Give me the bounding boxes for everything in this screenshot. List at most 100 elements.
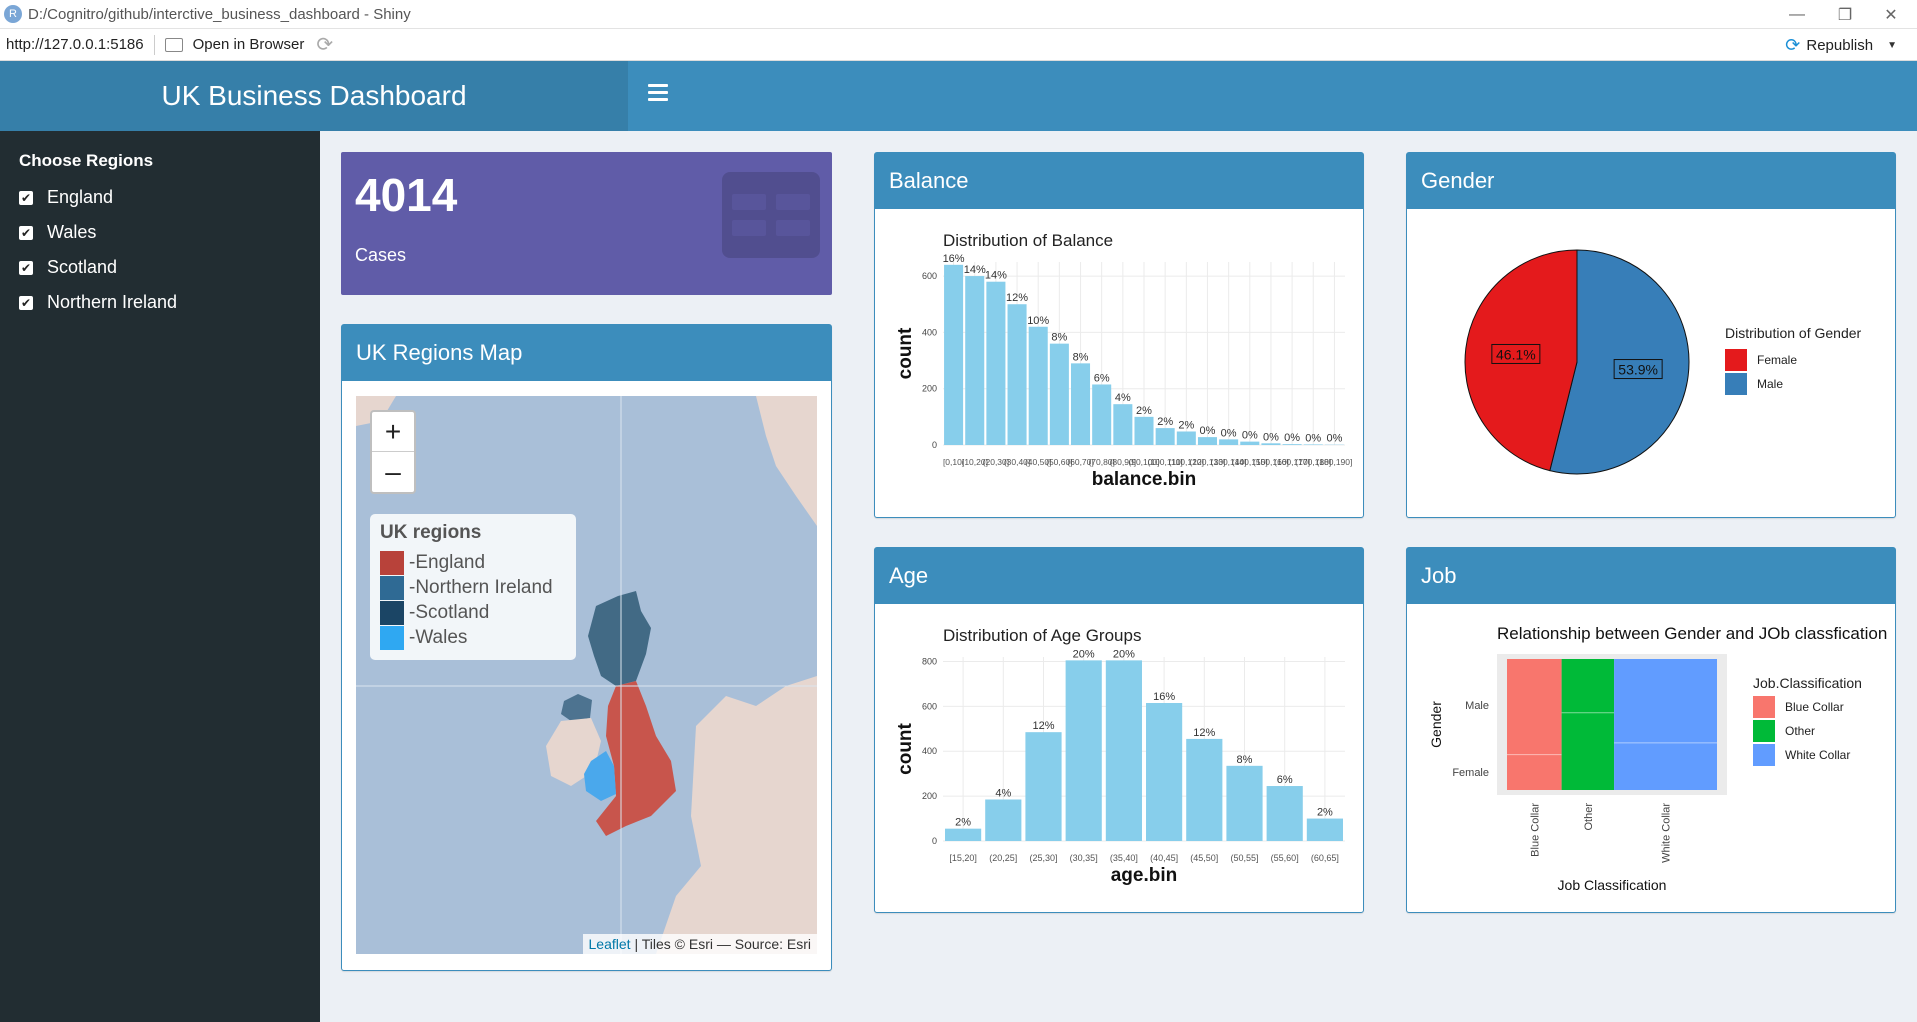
data-label: 0% bbox=[1242, 430, 1258, 442]
refresh-icon[interactable]: ⟳ bbox=[316, 34, 334, 56]
x-tick-label: (70,80] bbox=[1088, 457, 1114, 467]
x-tick-label: (55,60] bbox=[1271, 853, 1299, 863]
pie-label: 53.9% bbox=[1618, 362, 1658, 378]
legend-swatch bbox=[1753, 696, 1775, 718]
url-text: http://127.0.0.1:5186 bbox=[6, 34, 155, 55]
x-tick-label: (130,140] bbox=[1211, 457, 1247, 467]
region-option-england[interactable]: ✔ England bbox=[19, 180, 320, 215]
age-chart: Distribution of Age Groups 0 200 400 600 800 2… bbox=[895, 626, 1345, 886]
x-tick-label: (170,180] bbox=[1295, 457, 1331, 467]
bar bbox=[1266, 786, 1303, 841]
y-axis-label: Gender bbox=[1428, 701, 1444, 748]
minimize-icon[interactable]: — bbox=[1789, 5, 1805, 23]
data-label: 0% bbox=[1200, 425, 1216, 437]
dashboard-navbar bbox=[628, 61, 1917, 131]
bar bbox=[944, 264, 964, 445]
bar bbox=[1134, 416, 1154, 445]
data-label: 12% bbox=[1006, 292, 1028, 304]
open-in-browser-button[interactable]: Open in Browser bbox=[164, 36, 304, 53]
chevron-down-icon[interactable]: ▼ bbox=[1887, 39, 1897, 51]
gender-box-header: Gender bbox=[1407, 153, 1895, 209]
y-tick-label: 400 bbox=[922, 746, 937, 756]
data-label: 2% bbox=[1178, 419, 1194, 431]
region-label: Scotland bbox=[47, 257, 118, 277]
region-option-wales[interactable]: ✔ Wales bbox=[19, 215, 320, 250]
dashboard-logo: UK Business Dashboard bbox=[0, 61, 628, 131]
restore-icon[interactable]: ❐ bbox=[1837, 6, 1853, 24]
leaflet-link[interactable]: Leaflet bbox=[588, 936, 631, 952]
data-label: 0% bbox=[1326, 433, 1342, 445]
chart-title: Distribution of Balance bbox=[943, 231, 1113, 250]
map-legend-item-northern-ireland: -Northern Ireland bbox=[380, 575, 566, 600]
y-tick-label: Male bbox=[1465, 700, 1489, 712]
map-legend-title: UK regions bbox=[380, 522, 482, 543]
map-box-title: UK Regions Map bbox=[356, 340, 523, 365]
y-tick-label: 0 bbox=[932, 836, 937, 846]
x-tick-label: (110,120] bbox=[1169, 457, 1204, 467]
leaflet-map[interactable]: + – UK regions -England -Northern Irelan… bbox=[356, 396, 817, 954]
x-tick-label: (40,50] bbox=[1025, 457, 1051, 467]
data-label: 16% bbox=[943, 253, 965, 265]
checkbox-scotland[interactable]: ✔ bbox=[19, 260, 33, 275]
legend-label: -Northern Ireland bbox=[409, 576, 553, 598]
viewer-toolbar: http://127.0.0.1:5186 Open in Browser ⟳ … bbox=[0, 29, 1917, 61]
data-label: 0% bbox=[1263, 431, 1279, 443]
x-tick-label: Blue Collar bbox=[1529, 803, 1541, 857]
legend-label: White Collar bbox=[1785, 748, 1850, 762]
cases-value-box: 4014 Cases bbox=[341, 152, 832, 295]
legend-swatch bbox=[1725, 349, 1747, 371]
window-title: D:/Cognitro/github/interctive_business_d… bbox=[28, 5, 411, 23]
x-axis-label: age.bin bbox=[1111, 865, 1178, 886]
zoom-out-button[interactable]: – bbox=[385, 456, 401, 487]
data-label: 6% bbox=[1277, 774, 1293, 786]
data-label: 20% bbox=[1113, 648, 1135, 660]
job-box-header: Job bbox=[1407, 548, 1895, 604]
x-tick-label: (60,70] bbox=[1067, 457, 1093, 467]
legend-swatch bbox=[380, 600, 404, 625]
y-tick-label: 400 bbox=[922, 327, 937, 337]
pie-label-box bbox=[1491, 343, 1541, 364]
checkbox-england[interactable]: ✔ bbox=[19, 190, 33, 205]
region-option-northern-ireland[interactable]: ✔ Northern Ireland bbox=[19, 285, 320, 320]
zoom-control: + – bbox=[370, 410, 416, 494]
data-label: 4% bbox=[1115, 392, 1131, 404]
republish-icon: ⟳ bbox=[1785, 34, 1801, 55]
bar bbox=[965, 276, 985, 445]
chart-title: Relationship between Gender and JOb clas… bbox=[1497, 624, 1887, 643]
map-tiles bbox=[356, 396, 817, 954]
x-tick-label: White Collar bbox=[1661, 803, 1673, 863]
balance-chart: Distribution of Balance 0 200 400 600 16% [0,1… bbox=[895, 231, 1352, 490]
data-label: 0% bbox=[1305, 432, 1321, 444]
cases-count: 4014 bbox=[355, 169, 458, 221]
data-label: 14% bbox=[964, 264, 986, 276]
attribution-text: | Tiles © Esri — Source: Esri bbox=[634, 936, 811, 952]
x-tick-label: (100,110] bbox=[1148, 457, 1183, 467]
zoom-in-button[interactable]: + bbox=[372, 412, 414, 452]
sidebar-heading: Choose Regions bbox=[19, 151, 154, 170]
x-tick-label: (30,35] bbox=[1070, 853, 1098, 863]
y-axis-label: count bbox=[895, 327, 916, 379]
legend-swatch bbox=[1725, 373, 1747, 395]
checkbox-northern-ireland[interactable]: ✔ bbox=[19, 295, 33, 310]
bar bbox=[1049, 343, 1069, 445]
hamburger-menu-icon[interactable] bbox=[648, 84, 668, 104]
mosaic-tile bbox=[1614, 659, 1717, 790]
map-legend: UK regions -England -Northern Ireland -S… bbox=[370, 514, 576, 660]
app-icon: R bbox=[4, 5, 22, 23]
republish-button[interactable]: ⟳ Republish ▼ bbox=[1785, 29, 1897, 61]
checkbox-wales[interactable]: ✔ bbox=[19, 225, 33, 240]
region-option-scotland[interactable]: ✔ Scotland bbox=[19, 250, 320, 285]
legend-swatch bbox=[380, 550, 404, 575]
x-tick-label: (160,170] bbox=[1274, 457, 1310, 467]
x-tick-label: (50,60] bbox=[1046, 457, 1072, 467]
close-icon[interactable]: ✕ bbox=[1884, 6, 1898, 24]
bar bbox=[1071, 363, 1091, 445]
legend-label: Blue Collar bbox=[1785, 700, 1844, 714]
bar bbox=[1028, 326, 1048, 445]
data-label: 2% bbox=[1136, 405, 1152, 417]
x-tick-label: [15,20] bbox=[949, 853, 977, 863]
x-tick-label: (35,40] bbox=[1110, 853, 1138, 863]
balance-box: Balance Distribution of Balance 0 200 400 60… bbox=[874, 152, 1364, 518]
age-box-title: Age bbox=[889, 563, 929, 588]
gender-box: Gender 53.9% 46.1% Distribution of Gender F… bbox=[1406, 152, 1896, 518]
